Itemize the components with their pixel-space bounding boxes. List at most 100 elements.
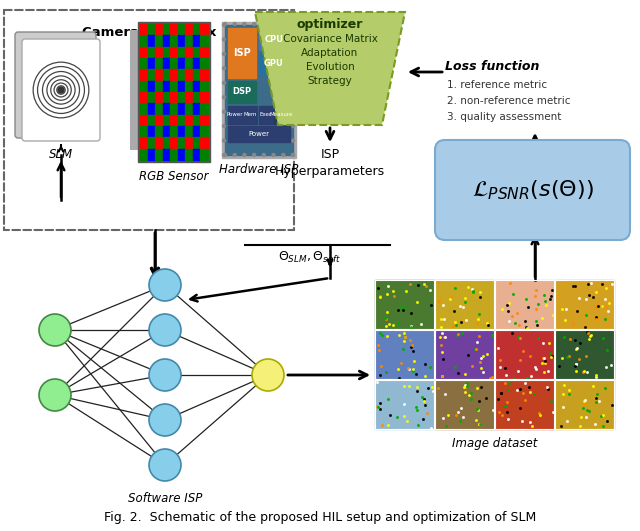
Bar: [186, 92, 193, 103]
Circle shape: [291, 139, 294, 142]
Circle shape: [149, 449, 181, 481]
Bar: [163, 24, 170, 35]
Bar: [193, 70, 200, 80]
Bar: [148, 115, 155, 126]
Bar: [170, 92, 177, 103]
Bar: [200, 92, 208, 103]
Text: RGB Sensor: RGB Sensor: [140, 170, 209, 183]
Bar: [555, 330, 614, 379]
Bar: [170, 36, 177, 46]
Text: SLM: SLM: [49, 148, 73, 161]
Circle shape: [291, 67, 294, 70]
Circle shape: [149, 314, 181, 346]
Bar: [155, 126, 163, 137]
Text: Power: Power: [248, 131, 269, 137]
Text: 3. quality assessment: 3. quality assessment: [447, 112, 561, 122]
Bar: [186, 36, 193, 46]
Bar: [200, 58, 208, 69]
Circle shape: [58, 87, 64, 93]
Bar: [178, 81, 185, 92]
Bar: [495, 280, 554, 329]
Text: CPU: CPU: [264, 35, 284, 44]
FancyBboxPatch shape: [130, 30, 140, 150]
Bar: [148, 149, 155, 160]
Text: optimizer: optimizer: [297, 18, 363, 31]
Bar: [375, 280, 434, 329]
Bar: [155, 58, 163, 69]
Bar: [170, 115, 177, 126]
Text: $\Theta_{SLM},\Theta_{soft}$: $\Theta_{SLM},\Theta_{soft}$: [278, 250, 342, 265]
Circle shape: [243, 22, 246, 25]
Bar: [186, 126, 193, 137]
Bar: [495, 280, 554, 329]
Bar: [178, 149, 185, 160]
Bar: [193, 81, 200, 92]
Circle shape: [291, 153, 294, 157]
Bar: [163, 70, 170, 80]
Text: Hardware ISP: Hardware ISP: [220, 163, 299, 176]
Bar: [186, 81, 193, 92]
Bar: [138, 22, 210, 162]
Bar: [200, 115, 208, 126]
Bar: [228, 81, 256, 103]
Bar: [186, 115, 193, 126]
Bar: [200, 138, 208, 148]
Circle shape: [223, 153, 227, 157]
Bar: [200, 36, 208, 46]
Circle shape: [223, 23, 225, 27]
Text: Measure: Measure: [269, 113, 292, 117]
FancyBboxPatch shape: [435, 140, 630, 240]
Bar: [178, 138, 185, 148]
Bar: [193, 92, 200, 103]
Circle shape: [272, 22, 275, 25]
Circle shape: [223, 96, 225, 99]
Bar: [193, 115, 200, 126]
Bar: [193, 104, 200, 114]
Bar: [170, 24, 177, 35]
Bar: [200, 126, 208, 137]
Bar: [155, 104, 163, 114]
Bar: [148, 81, 155, 92]
Circle shape: [291, 153, 294, 157]
Circle shape: [149, 404, 181, 436]
Bar: [555, 380, 614, 429]
Bar: [178, 47, 185, 58]
Circle shape: [233, 153, 236, 157]
Bar: [435, 380, 494, 429]
Bar: [155, 115, 163, 126]
Bar: [186, 104, 193, 114]
Bar: [148, 36, 155, 46]
Bar: [163, 36, 170, 46]
Bar: [148, 58, 155, 69]
Circle shape: [223, 67, 225, 70]
Bar: [193, 36, 200, 46]
Text: Fig. 2.  Schematic of the proposed HIL setup and optimization of SLM: Fig. 2. Schematic of the proposed HIL se…: [104, 511, 536, 524]
Bar: [140, 58, 147, 69]
Bar: [148, 138, 155, 148]
Bar: [178, 115, 185, 126]
Bar: [259, 53, 289, 75]
Text: ISP
Hyperparameters: ISP Hyperparameters: [275, 148, 385, 178]
Bar: [140, 126, 147, 137]
Bar: [435, 280, 494, 329]
Bar: [495, 380, 554, 429]
Bar: [259, 106, 273, 124]
Circle shape: [282, 153, 285, 157]
Bar: [228, 106, 242, 124]
Bar: [200, 47, 208, 58]
Text: Camera black-box: Camera black-box: [82, 26, 216, 39]
Circle shape: [262, 22, 266, 25]
Circle shape: [272, 153, 275, 157]
Bar: [186, 70, 193, 80]
Polygon shape: [255, 12, 405, 125]
Bar: [140, 36, 147, 46]
Bar: [140, 115, 147, 126]
Circle shape: [291, 38, 294, 41]
Circle shape: [223, 139, 225, 142]
Bar: [186, 24, 193, 35]
Bar: [140, 104, 147, 114]
Circle shape: [243, 153, 246, 157]
Bar: [163, 92, 170, 103]
Bar: [225, 25, 293, 155]
Circle shape: [149, 359, 181, 391]
